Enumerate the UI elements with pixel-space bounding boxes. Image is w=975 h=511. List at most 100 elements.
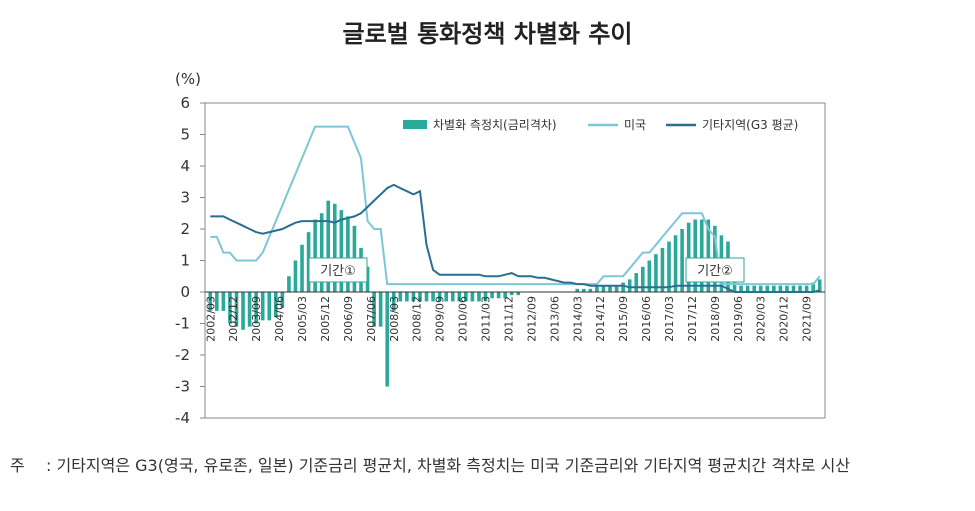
bar xyxy=(444,292,448,302)
bar xyxy=(595,285,599,292)
bar xyxy=(608,285,612,292)
bar xyxy=(588,288,593,292)
bar xyxy=(503,292,507,299)
bar xyxy=(470,292,475,302)
x-tick-label: 2018/09 xyxy=(709,296,722,342)
bar xyxy=(241,292,245,330)
y-tick-label: -1 xyxy=(175,315,190,333)
bar xyxy=(398,292,403,302)
bar xyxy=(319,213,324,292)
bar xyxy=(601,285,606,292)
bar xyxy=(758,285,763,292)
bar xyxy=(647,260,652,292)
x-tick-label: 2008/12 xyxy=(411,296,424,342)
bar xyxy=(300,244,304,292)
bar xyxy=(640,266,645,292)
x-tick-label: 2017/03 xyxy=(663,296,676,342)
bar xyxy=(313,219,317,292)
bar xyxy=(405,292,409,302)
bar xyxy=(791,285,796,292)
bar xyxy=(654,254,658,292)
bar xyxy=(293,260,298,292)
bar xyxy=(464,292,468,302)
x-tick-label: 2008/03 xyxy=(388,296,401,342)
bar xyxy=(431,292,435,302)
x-tick-label: 2011/12 xyxy=(502,296,515,342)
y-axis-ticks: -4 -3 -2 -1 0 1 2 3 4 5 6 xyxy=(175,94,205,427)
bar xyxy=(765,285,770,292)
x-tick-label: 2005/03 xyxy=(296,296,309,342)
y-tick-label: 1 xyxy=(180,252,190,270)
footnote-text: : 기타지역은 G3(영국, 유로존, 일본) 기준금리 평균치, 차별화 측정… xyxy=(46,456,851,475)
bar xyxy=(391,292,396,311)
annotation-period-1-box xyxy=(308,257,368,283)
bar xyxy=(287,276,291,292)
x-tick-label: 2012/09 xyxy=(525,296,538,342)
bar xyxy=(418,292,422,302)
x-tick-label: 2016/06 xyxy=(640,296,653,342)
bar xyxy=(365,266,370,292)
y-tick-label: -4 xyxy=(175,409,190,427)
bar xyxy=(234,292,239,327)
bar xyxy=(772,285,776,292)
bar xyxy=(627,279,632,292)
bar xyxy=(346,216,350,292)
x-tick-label: 2014/03 xyxy=(571,296,584,342)
annotation-period-2: 기간② xyxy=(685,257,745,283)
bar xyxy=(706,219,711,292)
bar xyxy=(811,282,815,292)
y-tick-label: 3 xyxy=(180,189,190,207)
bar xyxy=(673,235,678,292)
bar xyxy=(778,285,783,292)
legend-label-other: 기타지역(G3 평균) xyxy=(702,118,798,132)
bar xyxy=(247,292,252,327)
bar xyxy=(477,292,481,302)
bar xyxy=(680,229,684,292)
footnote-label: 주 xyxy=(10,456,25,475)
bar xyxy=(385,292,390,387)
g3-rate-line xyxy=(210,183,820,293)
legend: 차별화 측정치(금리격차) 미국 기타지역(G3 평균) xyxy=(403,118,798,132)
y-tick-label: 5 xyxy=(180,126,190,144)
bar xyxy=(516,292,521,296)
x-tick-label: 2004/06 xyxy=(273,296,286,342)
y-unit-label: (%) xyxy=(175,70,201,88)
bar xyxy=(450,292,455,302)
bar xyxy=(785,285,789,292)
y-tick-label: 4 xyxy=(180,157,190,175)
x-tick-label: 2011/03 xyxy=(480,296,493,342)
bar xyxy=(274,292,278,318)
annotation-period-2-box xyxy=(685,257,745,283)
bar xyxy=(804,285,809,292)
x-tick-label: 2015/09 xyxy=(617,296,630,342)
annotation-period-1: 기간① xyxy=(308,257,368,283)
bar xyxy=(575,288,580,292)
bar xyxy=(483,292,488,302)
chart-title: 글로벌 통화정책 차별화 추이 xyxy=(342,20,633,48)
x-tick-label: 2003/09 xyxy=(250,296,263,342)
bar xyxy=(457,292,462,302)
bar xyxy=(332,203,337,292)
x-tick-label: 2002/12 xyxy=(227,296,240,342)
bar xyxy=(621,282,625,292)
x-tick-label: 2007/06 xyxy=(365,296,378,342)
bar xyxy=(228,292,232,324)
bar xyxy=(267,292,272,321)
x-tick-label: 2017/12 xyxy=(686,296,699,342)
x-axis-ticks: 2002/03 2002/12 2003/09 2004/06 2005/03 2005/… xyxy=(204,296,813,342)
x-tick-label: 2014/12 xyxy=(594,296,607,342)
bar-series xyxy=(208,200,822,387)
chart-svg: (%) -4 -3 -2 -1 0 1 2 3 4 5 6 2002/03 2002/12 2003/0… xyxy=(175,70,826,427)
x-tick-label: 2005/12 xyxy=(319,296,332,342)
bar xyxy=(693,219,698,292)
y-tick-label: -2 xyxy=(175,346,190,364)
x-tick-label: 2013/06 xyxy=(548,296,561,342)
x-tick-label: 2009/09 xyxy=(434,296,447,342)
y-tick-label: 2 xyxy=(180,220,190,238)
bar xyxy=(509,292,514,296)
bar xyxy=(260,292,265,321)
annotation-period-2-label: 기간② xyxy=(697,264,733,279)
bar xyxy=(582,288,586,292)
y-tick-label: 6 xyxy=(180,94,190,112)
bar xyxy=(732,282,737,292)
